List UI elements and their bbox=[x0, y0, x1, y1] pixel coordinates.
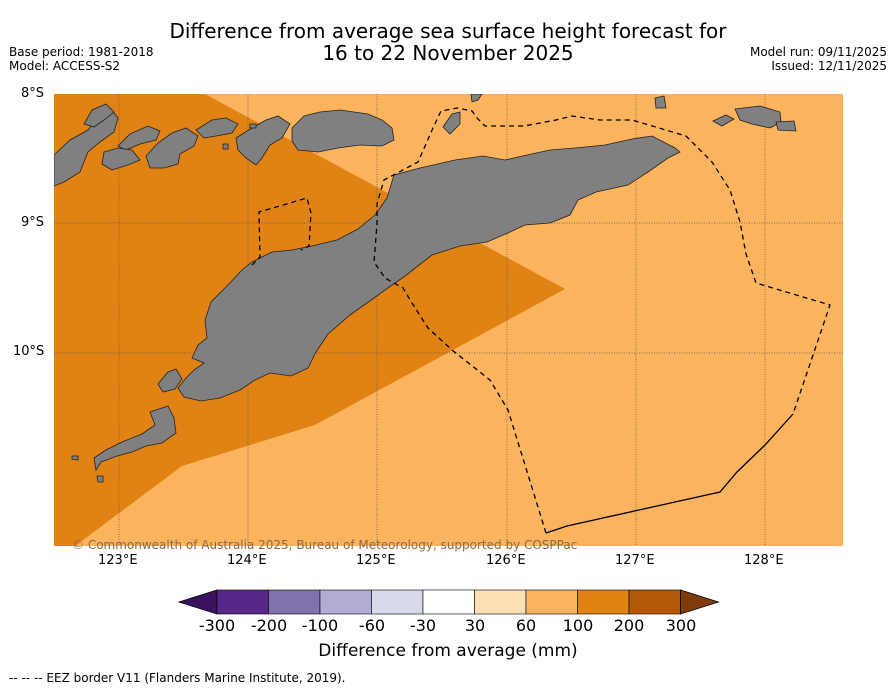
alor-island bbox=[235, 115, 291, 166]
atauro-island bbox=[442, 111, 461, 135]
copyright-notice: © Commonwealth of Australia 2025, Bureau… bbox=[72, 538, 578, 552]
lon-label-123e: 123°E bbox=[98, 553, 138, 568]
colorbar-segment bbox=[319, 589, 372, 615]
small-islet-1 bbox=[71, 455, 79, 461]
colorbar-extend-low bbox=[177, 589, 218, 615]
small-islet-4 bbox=[249, 123, 257, 129]
small-island-b bbox=[470, 94, 483, 103]
eez-border bbox=[251, 107, 831, 534]
metadata-left: Base period: 1981-2018 Model: ACCESS-S2 bbox=[9, 45, 154, 73]
colorbar-segment bbox=[422, 589, 475, 615]
leti-island bbox=[734, 105, 782, 129]
base-period: Base period: 1981-2018 bbox=[9, 45, 154, 59]
colorbar-tick-label: -100 bbox=[301, 616, 339, 635]
colorbar-tick-label: -60 bbox=[358, 616, 386, 635]
page-title: Difference from average sea surface heig… bbox=[0, 20, 896, 64]
small-islet-3 bbox=[222, 143, 229, 150]
solor-island bbox=[101, 147, 141, 171]
colorbar-segment bbox=[577, 589, 630, 615]
model-name: Model: ACCESS-S2 bbox=[9, 58, 121, 73]
metadata-right: Model run: 09/11/2025 Issued: 12/11/2025 bbox=[749, 45, 887, 73]
issued-date: Issued: 12/11/2025 bbox=[771, 58, 887, 73]
flores-east bbox=[145, 127, 199, 169]
colorbar-tick-label: 30 bbox=[464, 616, 486, 635]
colorbar-segment bbox=[628, 589, 681, 615]
pantar-island bbox=[195, 117, 239, 139]
model-run: Model run: 09/11/2025 bbox=[749, 45, 887, 59]
colorbar-tick-label: -200 bbox=[250, 616, 288, 635]
colorbar-title: Difference from average (mm) bbox=[318, 641, 578, 661]
rote-island bbox=[157, 368, 183, 393]
colorbar-tick-label: 200 bbox=[613, 616, 645, 635]
wetar-island bbox=[291, 109, 395, 153]
colorbar-extend-high bbox=[680, 589, 720, 615]
colorbar-tick-label: -300 bbox=[198, 616, 236, 635]
lon-label-125e: 125°E bbox=[356, 553, 396, 568]
colorbar bbox=[177, 589, 720, 615]
flores-west bbox=[54, 107, 119, 187]
eez-legend: -- -- -- EEZ border V11 (Flanders Marine… bbox=[9, 671, 346, 685]
moa-island bbox=[775, 120, 797, 132]
colorbar-segment bbox=[216, 589, 269, 615]
title-line-2: 16 to 22 November 2025 bbox=[322, 41, 574, 65]
timor-island bbox=[177, 135, 681, 402]
lon-label-128e: 128°E bbox=[744, 553, 784, 568]
small-island-a bbox=[83, 103, 115, 128]
lon-label-127e: 127°E bbox=[615, 553, 655, 568]
kisar-island bbox=[654, 95, 667, 109]
land-masses bbox=[54, 94, 797, 483]
title-line-1: Difference from average sea surface heig… bbox=[169, 19, 727, 43]
lon-label-124e: 124°E bbox=[227, 553, 267, 568]
colorbar-segment bbox=[474, 589, 527, 615]
colorbar-tick-label: 300 bbox=[665, 616, 697, 635]
colorbar-segment bbox=[268, 589, 321, 615]
lon-label-126e: 126°E bbox=[486, 553, 526, 568]
colorbar-tick-label: 100 bbox=[562, 616, 594, 635]
lat-label-9s: 9°S bbox=[21, 215, 45, 230]
colorbar-segment bbox=[371, 589, 424, 615]
small-islet-2 bbox=[96, 475, 104, 483]
colorbar-segment bbox=[525, 589, 578, 615]
lat-label-8s: 8°S bbox=[21, 86, 45, 101]
colorbar-tick-label: -30 bbox=[409, 616, 437, 635]
lat-label-10s: 10°S bbox=[13, 344, 45, 359]
lakor-island bbox=[712, 114, 735, 127]
flores-mid bbox=[117, 125, 161, 151]
semau-island bbox=[93, 405, 177, 472]
colorbar-tick-label: 60 bbox=[515, 616, 537, 635]
